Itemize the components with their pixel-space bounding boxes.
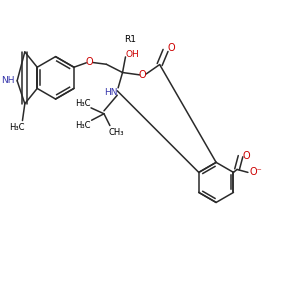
Text: O: O xyxy=(85,57,93,67)
Text: OH: OH xyxy=(126,50,140,59)
Text: O: O xyxy=(242,151,250,160)
Text: HN: HN xyxy=(104,88,118,97)
Text: R1: R1 xyxy=(124,35,136,44)
Text: O⁻: O⁻ xyxy=(250,167,262,177)
Text: H₃C: H₃C xyxy=(76,121,91,130)
Text: NH: NH xyxy=(2,76,15,85)
Text: H₃C: H₃C xyxy=(9,122,24,131)
Text: O: O xyxy=(139,70,146,80)
Text: H₃C: H₃C xyxy=(75,99,91,108)
Text: CH₃: CH₃ xyxy=(109,128,124,137)
Text: O: O xyxy=(167,43,175,53)
